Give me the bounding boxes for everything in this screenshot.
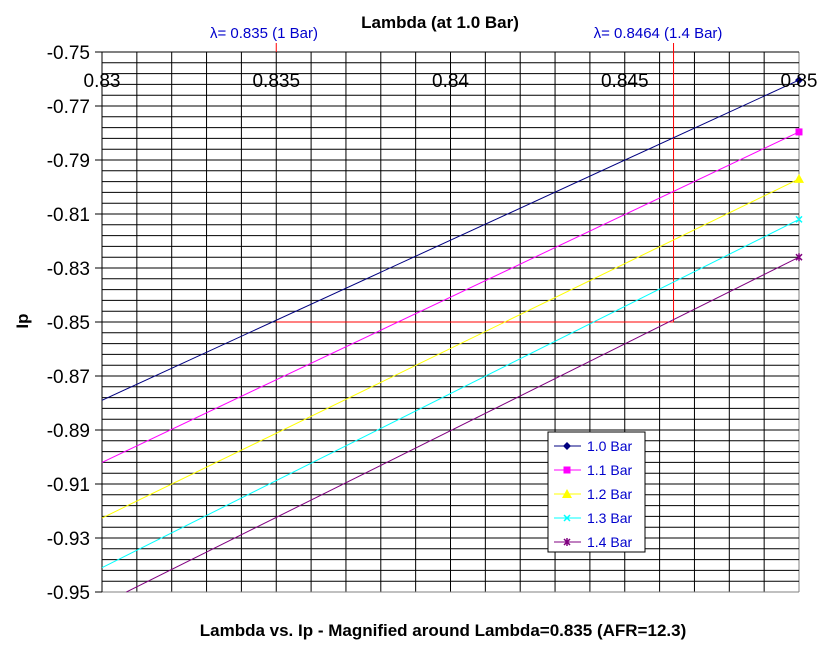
legend-marker bbox=[562, 489, 572, 498]
series-marker bbox=[795, 215, 803, 223]
x-tick-label: 0.835 bbox=[252, 71, 300, 92]
series-line-11Bar bbox=[101, 131, 800, 463]
legend-label: 1.2 Bar bbox=[587, 486, 632, 502]
y-axis-title: Ip bbox=[13, 313, 32, 328]
y-tick-label: -0.89 bbox=[47, 421, 90, 442]
annotation-label: λ= 0.8464 (1.4 Bar) bbox=[594, 25, 723, 42]
legend-marker bbox=[563, 442, 571, 450]
y-tick-label: -0.81 bbox=[47, 205, 90, 226]
y-tick-label: -0.87 bbox=[47, 367, 90, 388]
reference-lines bbox=[275, 43, 675, 323]
annotations: λ= 0.835 (1 Bar) λ= 0.8464 (1.4 Bar) bbox=[210, 25, 722, 42]
y-tick-labels: -0.75 -0.77 -0.79 -0.81 -0.83 -0.85 -0.87 -0.89… bbox=[47, 43, 102, 604]
legend-marker bbox=[563, 514, 571, 522]
x-tick-label: 0.83 bbox=[84, 71, 121, 92]
y-tick-label: -0.85 bbox=[47, 313, 90, 334]
x-axis-title: Lambda (at 1.0 Bar) bbox=[361, 13, 519, 32]
legend-label: 1.1 Bar bbox=[587, 462, 632, 478]
legend-box bbox=[547, 431, 646, 553]
chart-title: Lambda vs. Ip - Magnified around Lambda=… bbox=[200, 621, 687, 640]
legend-marker bbox=[563, 538, 571, 546]
series-line-12Bar bbox=[101, 178, 800, 519]
x-tick-label: 0.84 bbox=[432, 71, 469, 92]
y-tick-label: -0.91 bbox=[47, 475, 90, 496]
series-marker bbox=[795, 253, 803, 262]
series-line-13Bar bbox=[101, 218, 800, 569]
annotation-label: λ= 0.835 (1 Bar) bbox=[210, 25, 318, 42]
x-tick-labels: 0.83 0.835 0.84 0.845 0.85 bbox=[84, 71, 818, 92]
series-line-14Bar bbox=[126, 256, 800, 593]
legend-label: 1.4 Bar bbox=[587, 534, 632, 550]
series-lines bbox=[101, 76, 804, 593]
legend: 1.0 Bar 1.1 Bar 1.2 Bar 1.3 Bar 1.4 Bar bbox=[547, 431, 646, 553]
legend-marker bbox=[563, 466, 571, 474]
series-marker bbox=[795, 128, 803, 136]
y-tick-label: -0.75 bbox=[47, 43, 90, 64]
legend-label: 1.3 Bar bbox=[587, 510, 632, 526]
y-tick-label: -0.77 bbox=[47, 97, 90, 118]
series-line-10Bar bbox=[101, 79, 800, 401]
y-tick-label: -0.83 bbox=[47, 259, 90, 280]
series-marker bbox=[795, 76, 803, 85]
legend-label: 1.0 Bar bbox=[587, 438, 632, 454]
y-tick-label: -0.95 bbox=[47, 583, 90, 604]
x-tick-label: 0.845 bbox=[601, 71, 649, 92]
y-tick-label: -0.93 bbox=[47, 529, 90, 550]
x-tick-label: 0.85 bbox=[781, 71, 818, 92]
series-marker bbox=[794, 173, 804, 183]
y-tick-label: -0.79 bbox=[47, 151, 90, 172]
